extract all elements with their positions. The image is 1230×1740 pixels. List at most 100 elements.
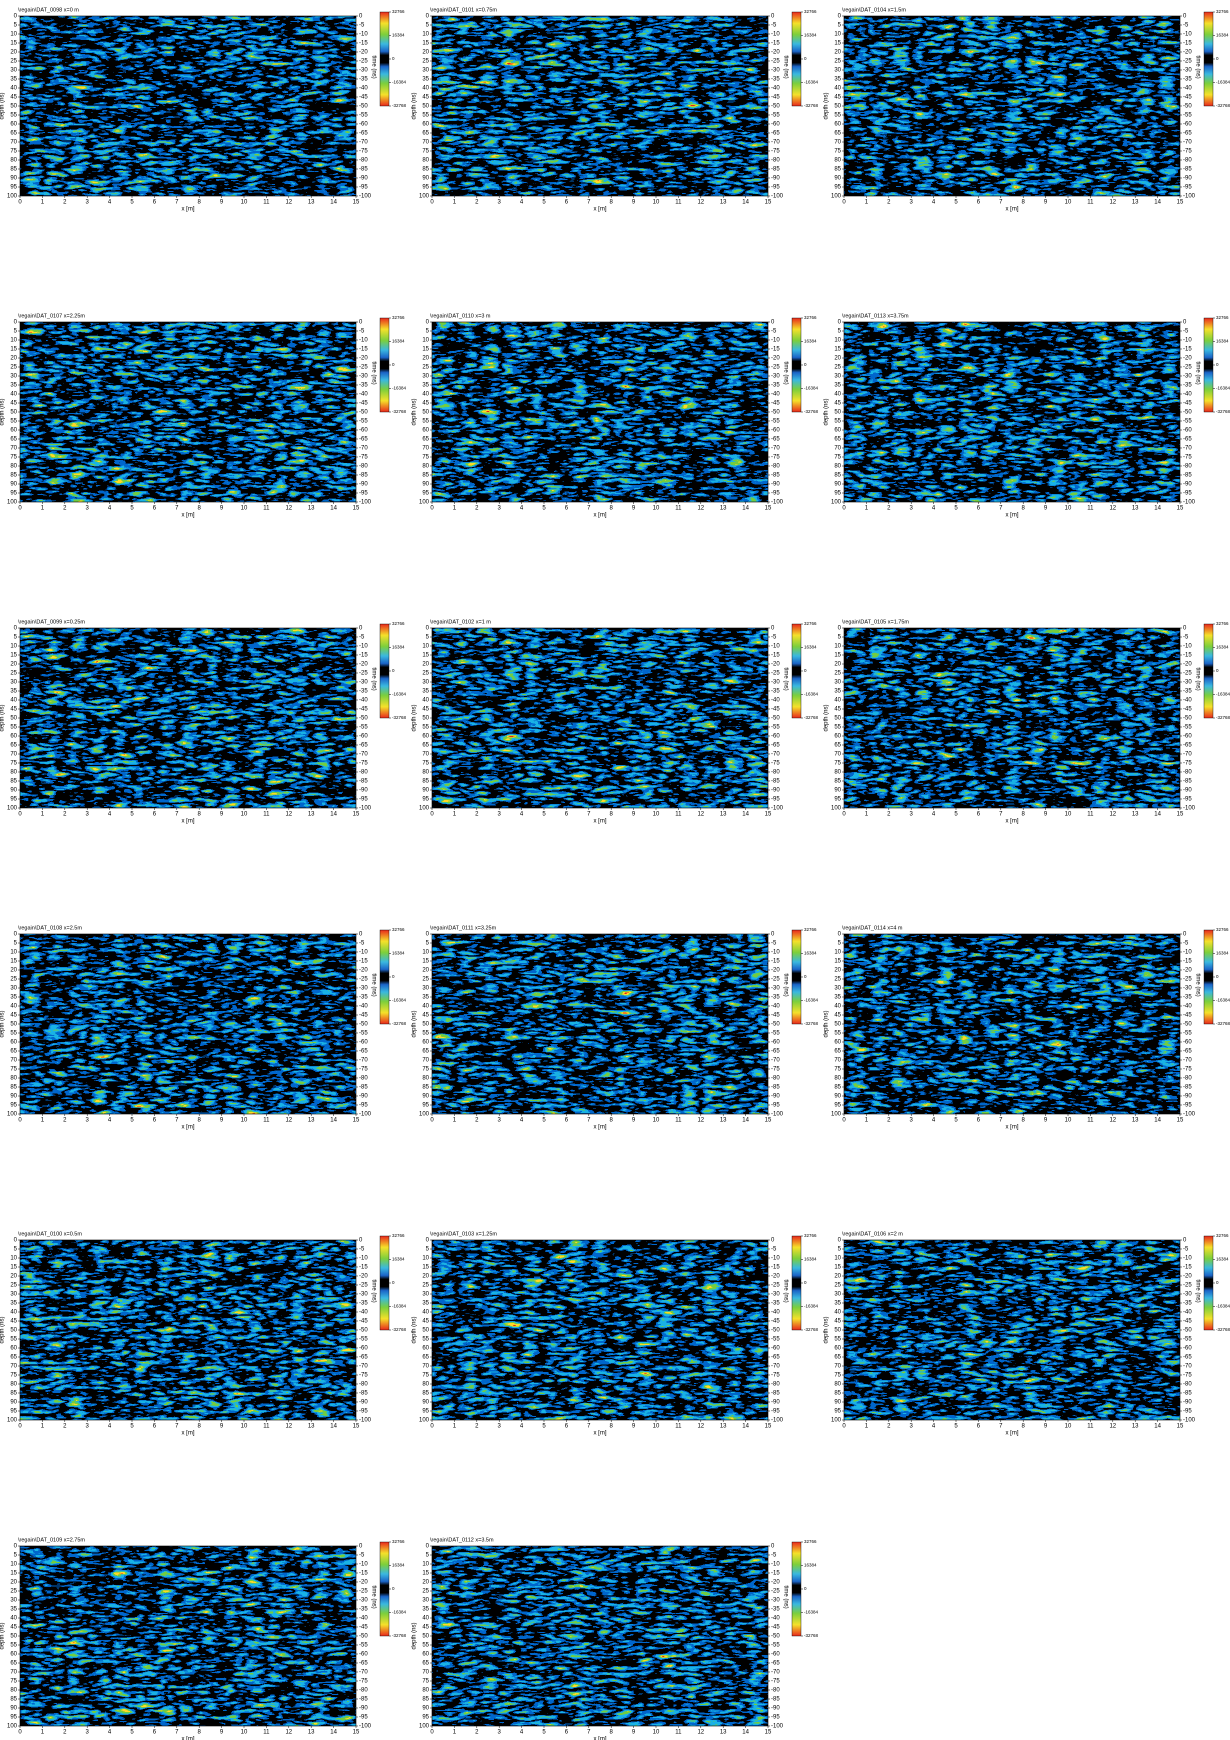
- x-tick-label: 3: [910, 812, 914, 818]
- y-tick-label: 5: [14, 1553, 18, 1559]
- y-tick-label: 0: [426, 932, 430, 938]
- y-tick-label: 60: [834, 1346, 841, 1352]
- y-tick-label: 25: [834, 59, 841, 65]
- y2-tick-label: -100: [359, 1724, 372, 1730]
- x-tick-label: 14: [330, 506, 337, 512]
- y2-tick-label: -20: [771, 1580, 780, 1586]
- x-tick-label: 1: [865, 812, 869, 818]
- y-tick-label: 90: [834, 788, 841, 794]
- x-tick-label: 5: [542, 1118, 546, 1124]
- x-tick-label: 0: [842, 1118, 846, 1124]
- y2-tick-label: -90: [359, 1400, 368, 1406]
- x-axis-label: x [m]: [182, 1431, 195, 1437]
- colorbar-tick-label: 32766: [392, 621, 405, 626]
- y2-tick-label: -75: [359, 1373, 368, 1379]
- y2-tick-label: -70: [771, 1670, 780, 1676]
- x-tick-label: 0: [430, 1730, 434, 1736]
- y-tick-label: 50: [422, 410, 429, 416]
- colorbar-tick-label: -32768: [1216, 103, 1230, 108]
- y-tick-label: 65: [10, 1355, 17, 1361]
- y-tick-label: 30: [10, 1598, 17, 1604]
- x-tick-label: 9: [1044, 812, 1048, 818]
- y-tick-label: 40: [422, 698, 429, 704]
- y2-tick-label: -50: [771, 1022, 780, 1028]
- y-tick-label: 40: [422, 86, 429, 92]
- colorbar-tick-label: -32768: [392, 1633, 407, 1638]
- y2-axis-label: time (ns): [782, 667, 788, 690]
- x-tick-label: 6: [977, 1424, 981, 1430]
- x-tick-label: 5: [130, 1118, 134, 1124]
- y-tick-label: 60: [10, 1040, 17, 1046]
- y-tick-label: 55: [10, 113, 17, 119]
- x-tick-label: 7: [587, 812, 591, 818]
- y-tick-label: 85: [10, 779, 17, 785]
- y-axis-label: depth (ns): [0, 1316, 6, 1343]
- y-tick-label: 25: [10, 59, 17, 65]
- x-tick-label: 14: [330, 1118, 337, 1124]
- y2-tick-label: -65: [359, 743, 368, 749]
- y2-tick-label: -30: [359, 986, 368, 992]
- y-tick-label: 75: [10, 1067, 17, 1073]
- y-axis-label: depth (ns): [0, 92, 6, 119]
- radargram-image: [844, 1240, 1180, 1420]
- y-tick-label: 20: [422, 356, 429, 362]
- y2-tick-label: -80: [771, 464, 780, 470]
- colorbar: [1203, 929, 1214, 1025]
- x-tick-label: 7: [175, 1424, 179, 1430]
- colorbar-tick-label: -16384: [804, 998, 819, 1003]
- x-tick-label: 12: [697, 1730, 704, 1736]
- x-tick-label: 14: [742, 1118, 749, 1124]
- y-tick-label: 35: [422, 77, 429, 83]
- y-tick-label: 25: [422, 365, 429, 371]
- y2-tick-label: -70: [1183, 752, 1192, 758]
- y-tick-label: 55: [834, 725, 841, 731]
- y2-tick-label: -35: [771, 383, 780, 389]
- x-tick-label: 15: [353, 812, 360, 818]
- colorbar-tick-label: 16384: [392, 33, 405, 38]
- colorbar-tick-label: -32768: [1216, 715, 1230, 720]
- x-tick-label: 10: [653, 200, 660, 206]
- y2-tick-label: -100: [771, 500, 784, 506]
- y2-tick-label: -95: [1183, 1409, 1192, 1415]
- y2-tick-label: -65: [1183, 1049, 1192, 1055]
- y2-tick-label: -70: [359, 140, 368, 146]
- y-tick-label: 60: [834, 122, 841, 128]
- y-tick-label: 35: [834, 1301, 841, 1307]
- y-tick-label: 65: [10, 1661, 17, 1667]
- colorbar-tick-label: -16384: [1216, 998, 1230, 1003]
- y-axis-label: depth (ns): [824, 1316, 830, 1343]
- x-tick-label: 6: [565, 200, 569, 206]
- y2-tick-label: -45: [1183, 707, 1192, 713]
- y2-tick-label: -5: [1183, 329, 1189, 335]
- y2-tick-label: -50: [1183, 1022, 1192, 1028]
- y-tick-label: 65: [422, 1049, 429, 1055]
- colorbar-tick-label: 16384: [392, 1563, 405, 1568]
- y-tick-label: 15: [422, 959, 429, 965]
- y-tick-label: 80: [422, 770, 429, 776]
- y-tick-label: 75: [834, 149, 841, 155]
- x-tick-label: 2: [475, 200, 479, 206]
- x-tick-label: 2: [63, 506, 67, 512]
- y2-tick-label: -70: [1183, 1058, 1192, 1064]
- y-tick-label: 60: [834, 1040, 841, 1046]
- x-tick-label: 1: [865, 1424, 869, 1430]
- y2-tick-label: -95: [1183, 185, 1192, 191]
- y2-tick-label: -45: [1183, 401, 1192, 407]
- x-tick-label: 2: [475, 812, 479, 818]
- colorbar-tick-label: 16384: [1216, 951, 1229, 956]
- y-tick-label: 30: [422, 1598, 429, 1604]
- colorbar-tick-label: 0: [1216, 362, 1219, 367]
- y2-tick-label: -90: [1183, 1400, 1192, 1406]
- y-tick-label: 75: [834, 1067, 841, 1073]
- y2-tick-label: -80: [359, 770, 368, 776]
- y-tick-label: 25: [10, 671, 17, 677]
- y2-tick-label: -40: [359, 698, 368, 704]
- y-tick-label: 55: [834, 419, 841, 425]
- colorbar-tick-label: -16384: [1216, 1304, 1230, 1309]
- y2-axis-label: time (ns): [1194, 55, 1200, 78]
- x-axis-label: x [m]: [594, 207, 607, 213]
- radargram-image: [20, 1240, 356, 1420]
- y-tick-label: 5: [426, 635, 430, 641]
- x-tick-label: 10: [1065, 506, 1072, 512]
